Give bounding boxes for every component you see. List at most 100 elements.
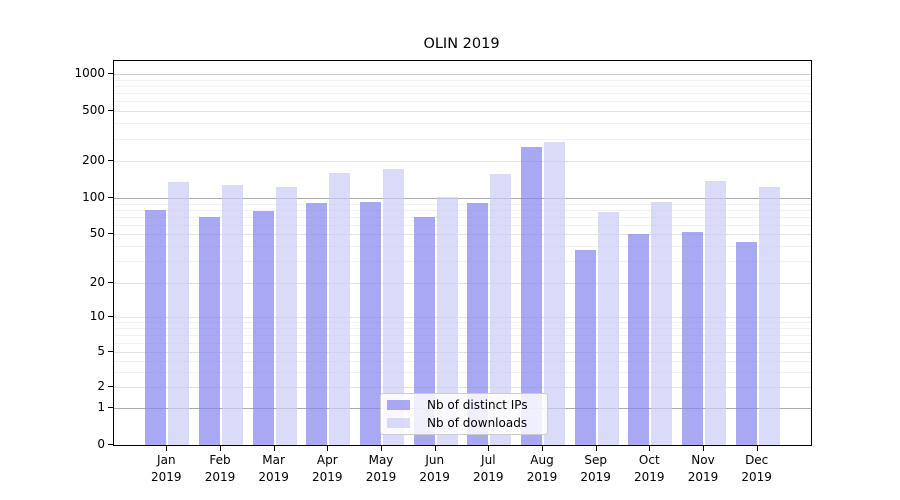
x-tick-mark-feb [220, 446, 222, 451]
x-tick-year: 2019 [151, 470, 182, 484]
y-tick-mark-50 [108, 233, 113, 235]
bar-downloads-jan [168, 181, 190, 445]
bar-ips-sep [574, 250, 596, 445]
y-tick-mark-500 [108, 109, 113, 112]
bar-ips-nov [682, 232, 703, 445]
y-tick-mark-0 [108, 444, 113, 446]
x-tick-year: 2019 [419, 470, 450, 484]
y-tick-mark-200 [108, 159, 113, 161]
x-tick-label-nov: Nov 2019 [673, 452, 733, 486]
x-tick-label-mar: Mar 2019 [244, 452, 304, 486]
bar-ips-jan [145, 210, 167, 445]
bar-downloads-mar [275, 187, 297, 445]
y-tick-mark-100 [108, 197, 113, 199]
gridline-10 [114, 317, 811, 319]
x-tick-month: Jan [157, 453, 176, 467]
x-tick-mark-jul [488, 446, 490, 451]
x-tick-year: 2019 [204, 470, 236, 484]
x-tick-year: 2019 [634, 470, 665, 484]
y-tick-label-100: 100 [82, 190, 105, 205]
gridline-minor-9 [114, 322, 811, 324]
x-tick-mark-mar [273, 446, 275, 451]
gridline-minor-800 [114, 85, 811, 87]
y-tick-mark-1000 [108, 73, 113, 75]
y-tick-label-5: 5 [97, 344, 105, 359]
x-tick-label-jun: Jun 2019 [405, 452, 465, 486]
plot-area: Nb of distinct IPs Nb of downloads [113, 60, 812, 446]
gridline-minor-600 [114, 101, 811, 103]
y-tick-mark-10 [108, 316, 113, 318]
x-tick-label-apr: Apr 2019 [297, 452, 357, 486]
gridline-1000 [114, 74, 811, 76]
x-tick-year: 2019 [312, 470, 343, 484]
x-tick-label-may: May 2019 [351, 452, 411, 486]
x-tick-mark-nov [703, 446, 705, 451]
x-tick-mark-apr [327, 446, 329, 451]
gridline-minor-300 [114, 138, 811, 140]
x-tick-label-jul: Jul 2019 [458, 452, 518, 486]
x-tick-label-oct: Oct 2019 [619, 452, 679, 486]
bar-downloads-may [383, 169, 404, 445]
gridline-minor-8 [114, 328, 811, 330]
gridline-minor-90 [114, 203, 811, 205]
bar-downloads-sep [597, 212, 619, 445]
x-tick-year: 2019 [473, 470, 504, 484]
legend-swatch-distinct-ips [387, 400, 410, 411]
bar-downloads-oct [651, 201, 673, 445]
gridline-minor-6 [114, 342, 811, 344]
gridline-minor-3 [114, 371, 811, 373]
gridline-minor-400 [114, 123, 811, 125]
legend: Nb of distinct IPs Nb of downloads [380, 393, 548, 435]
x-tick-month: Feb [209, 453, 231, 467]
bar-downloads-nov [705, 181, 726, 445]
legend-row-downloads: Nb of downloads [387, 416, 539, 431]
x-tick-month: Jul [481, 453, 496, 467]
gridline-minor-700 [114, 93, 811, 94]
legend-label-distinct-ips: Nb of distinct IPs [427, 398, 528, 413]
gridline-minor-40 [114, 246, 811, 248]
x-tick-mark-jan [166, 446, 168, 451]
gridline-minor-70 [114, 216, 811, 218]
x-tick-month: Mar [262, 453, 285, 467]
gridline-minor-80 [114, 209, 811, 211]
x-tick-month: Nov [691, 453, 715, 467]
bar-ips-apr [306, 203, 328, 445]
gridline-200 [114, 160, 811, 162]
bar-downloads-feb [222, 185, 243, 445]
x-tick-year: 2019 [365, 470, 397, 484]
y-tick-mark-5 [108, 351, 113, 353]
gridline-minor-900 [114, 79, 811, 81]
y-tick-mark-20 [108, 282, 113, 284]
x-tick-month: Jun [425, 453, 445, 467]
x-tick-label-jan: Jan 2019 [136, 452, 196, 486]
chart-title: OLIN 2019 [423, 36, 500, 52]
legend-row-distinct-ips: Nb of distinct IPs [387, 398, 539, 413]
x-tick-month: Apr [316, 453, 338, 467]
bar-ips-jul [467, 203, 489, 445]
gridline-minor-4 [114, 360, 811, 362]
legend-swatch-downloads [387, 417, 410, 428]
x-tick-label-feb: Feb 2019 [190, 452, 250, 486]
gridline-minor-7 [114, 335, 811, 337]
bar-downloads-aug [544, 141, 565, 445]
x-tick-mark-oct [649, 446, 651, 451]
x-tick-month: Sep [584, 453, 607, 467]
x-tick-month: Oct [638, 453, 660, 467]
legend-label-downloads: Nb of downloads [427, 415, 528, 430]
x-tick-year: 2019 [258, 470, 289, 484]
gridline-minor-60 [114, 224, 811, 226]
y-tick-label-0: 0 [97, 437, 105, 451]
y-tick-label-1000: 1000 [74, 66, 105, 81]
y-tick-label-20: 20 [89, 275, 105, 289]
x-tick-mark-jun [434, 446, 436, 451]
bar-ips-may [360, 201, 381, 445]
x-tick-mark-sep [595, 446, 597, 451]
x-tick-mark-aug [542, 446, 544, 451]
y-tick-label-2: 2 [97, 379, 105, 393]
gridline-20 [114, 283, 811, 284]
x-tick-year: 2019 [687, 470, 719, 484]
x-tick-label-dec: Dec 2019 [727, 452, 787, 486]
x-tick-label-aug: Aug 2019 [512, 452, 572, 486]
bar-downloads-jul [490, 173, 512, 445]
x-tick-year: 2019 [741, 470, 772, 484]
